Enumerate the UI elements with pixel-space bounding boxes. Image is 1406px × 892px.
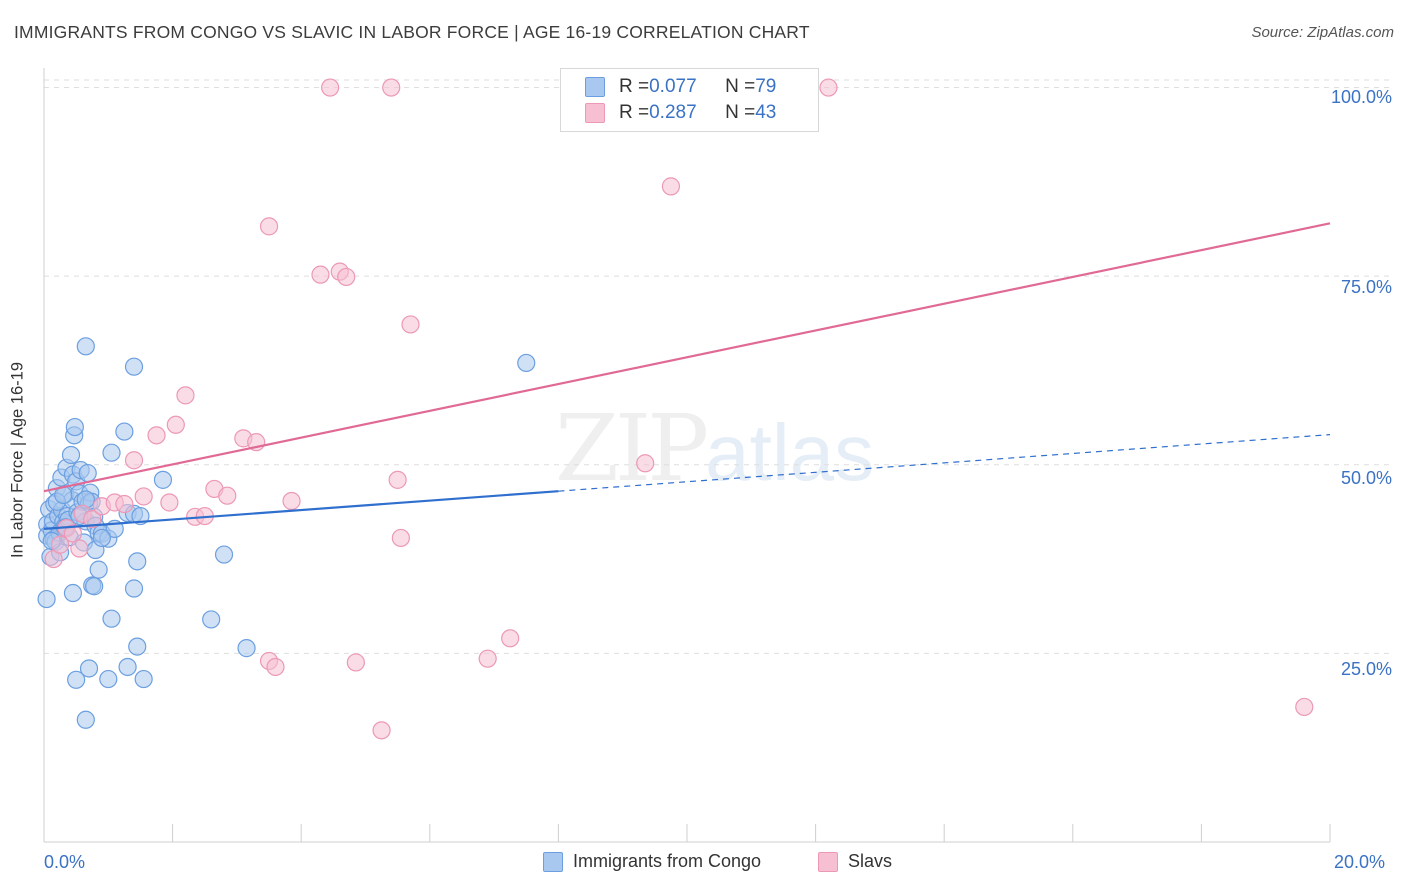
slavs-point — [391, 528, 410, 548]
slavs-point — [382, 78, 401, 97]
watermark-zip: ZIP — [555, 395, 709, 502]
series-label-congo: Immigrants from Congo — [573, 851, 762, 871]
congo-point — [115, 422, 134, 441]
y-tick-label-25: 25.0% — [1340, 659, 1392, 679]
slavs-point — [636, 454, 655, 473]
slavs-point — [218, 486, 237, 505]
congo-point — [102, 609, 121, 628]
series-legend: Immigrants from Congo Slavs — [0, 851, 1406, 877]
congo-point — [134, 669, 153, 689]
slavs-point — [819, 78, 838, 97]
correlation-legend: R = 0.077 N = 79 R = 0.287 N = 43 — [560, 68, 819, 132]
congo-point — [79, 659, 99, 678]
congo-point — [128, 552, 147, 571]
slavs-point — [259, 217, 279, 236]
congo-point — [76, 710, 95, 729]
legend-n-value: 43 — [755, 102, 777, 123]
slavs-point — [83, 509, 102, 529]
legend-r-value: 0.077 — [649, 76, 697, 97]
slavs-point — [337, 267, 356, 287]
watermark-atlas: atlas — [705, 408, 875, 497]
congo-point — [202, 610, 221, 629]
slavs-point — [70, 539, 89, 558]
legend-n-label: N = — [725, 76, 756, 97]
congo-point — [237, 639, 256, 658]
congo-point — [517, 353, 536, 373]
slavs-point — [63, 524, 83, 543]
legend-row-slavs: R = 0.287 N = 43 — [585, 101, 776, 125]
slavs-point — [401, 315, 420, 334]
congo-point — [85, 577, 104, 596]
slavs-point — [147, 426, 166, 445]
x-tick-label-max: 20.0% — [1334, 852, 1386, 872]
slavs-point — [124, 451, 144, 470]
congo-point — [124, 357, 144, 376]
source-label: Source: ZipAtlas.com — [1251, 24, 1394, 41]
congo-point — [124, 579, 144, 598]
legend-n-value: 79 — [755, 76, 777, 97]
congo-point — [214, 545, 234, 564]
legend-r-value: 0.287 — [649, 102, 697, 123]
congo-point — [61, 445, 81, 465]
y-tick-label-75: 75.0% — [1340, 277, 1392, 297]
congo-point — [78, 463, 97, 483]
y-axis-title: In Labor Force | Age 16-19 — [8, 362, 27, 558]
legend-swatch-congo — [585, 77, 605, 97]
slavs-point — [346, 653, 365, 672]
legend-row-congo: R = 0.077 N = 79 — [585, 75, 776, 99]
y-tick-label-100: 100.0% — [1330, 87, 1392, 107]
series-swatch-congo — [543, 851, 563, 872]
congo-point — [37, 589, 56, 609]
slavs-point — [388, 470, 407, 489]
congo-point — [89, 560, 108, 579]
congo-point — [76, 337, 95, 356]
legend-n-label: N = — [725, 102, 756, 123]
congo-point — [118, 657, 137, 677]
slavs-point — [661, 177, 681, 196]
y-tick-label-50: 50.0% — [1340, 468, 1392, 488]
congo-point — [102, 443, 121, 462]
chart-title: IMMIGRANTS FROM CONGO VS SLAVIC IN LABOR… — [14, 22, 810, 42]
slavs-point — [478, 649, 497, 668]
slavs-point — [115, 494, 134, 514]
slavs-point — [266, 657, 285, 677]
legend-swatch-slavs — [585, 103, 605, 123]
slavs-point — [1295, 697, 1314, 717]
congo-point — [67, 670, 86, 689]
congo-trend-extension — [558, 433, 1331, 492]
legend-r-label: R = — [619, 76, 650, 97]
congo-trend-line — [43, 490, 559, 530]
slavs-point — [166, 415, 185, 434]
slavs-point — [372, 721, 391, 740]
legend-r-label: R = — [619, 102, 650, 123]
slavs-trend-line — [43, 222, 1331, 493]
slavs-point — [50, 535, 70, 554]
congo-point — [63, 583, 83, 603]
slavs-point — [176, 386, 195, 405]
congo-point — [128, 637, 147, 656]
series-legend-slavs[interactable]: Slavs — [818, 851, 892, 872]
congo-point — [153, 470, 173, 489]
series-label-slavs: Slavs — [848, 851, 893, 871]
slavs-point — [321, 78, 340, 97]
x-tick-label-min: 0.0% — [44, 852, 86, 872]
slavs-point — [160, 493, 179, 512]
congo-point — [92, 528, 111, 548]
watermark: ZIPatlas — [555, 395, 874, 502]
slavs-point — [134, 487, 153, 506]
slavs-point — [282, 491, 301, 511]
congo-point — [131, 506, 150, 526]
slavs-point — [311, 265, 330, 284]
congo-point — [99, 669, 118, 689]
congo-point — [65, 417, 84, 437]
slavs-point — [501, 629, 520, 648]
series-swatch-slavs — [818, 851, 838, 872]
series-legend-congo[interactable]: Immigrants from Congo — [543, 851, 761, 872]
